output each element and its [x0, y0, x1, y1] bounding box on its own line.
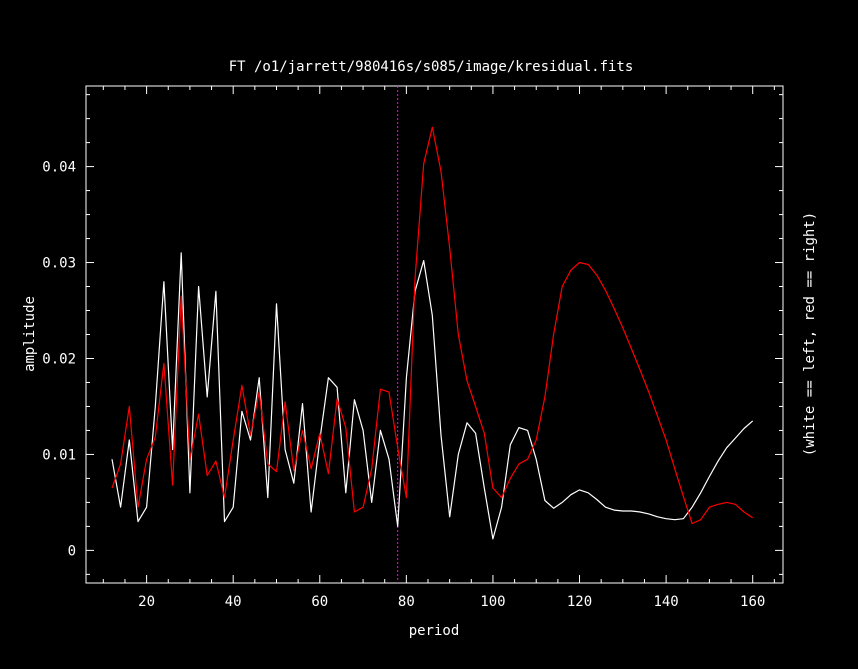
y-tick-label: 0.02 [42, 351, 76, 367]
x-axis-ticks: 20 40 60 80 100 120 140 160 [102, 86, 775, 610]
y-tick-label: 0.03 [42, 256, 76, 272]
y-axis-ticks: 0 0.01 0.02 0.03 0.04 [42, 94, 783, 575]
chart-title: FT /o1/jarrett/980416s/s085/image/kresid… [229, 59, 634, 75]
series-legend-label: (white == left, red == right) [802, 212, 818, 456]
x-tick-label: 100 [480, 594, 505, 610]
y-tick-label: 0.04 [42, 160, 76, 176]
y-axis-label: amplitude [22, 296, 38, 372]
x-tick-label: 40 [225, 594, 242, 610]
x-axis-label: period [409, 623, 460, 639]
y-tick-label: 0.01 [42, 447, 76, 463]
y-tick-label: 0 [68, 543, 76, 559]
series-line-red [111, 126, 754, 525]
x-tick-label: 120 [567, 594, 592, 610]
x-tick-label: 140 [653, 594, 678, 610]
series-layer [111, 86, 754, 583]
x-tick-label: 160 [740, 594, 765, 610]
axes-frame [85, 85, 784, 584]
x-tick-label: 60 [311, 594, 328, 610]
x-tick-label: 80 [398, 594, 415, 610]
series-line-white [111, 252, 754, 540]
x-tick-label: 20 [138, 594, 155, 610]
